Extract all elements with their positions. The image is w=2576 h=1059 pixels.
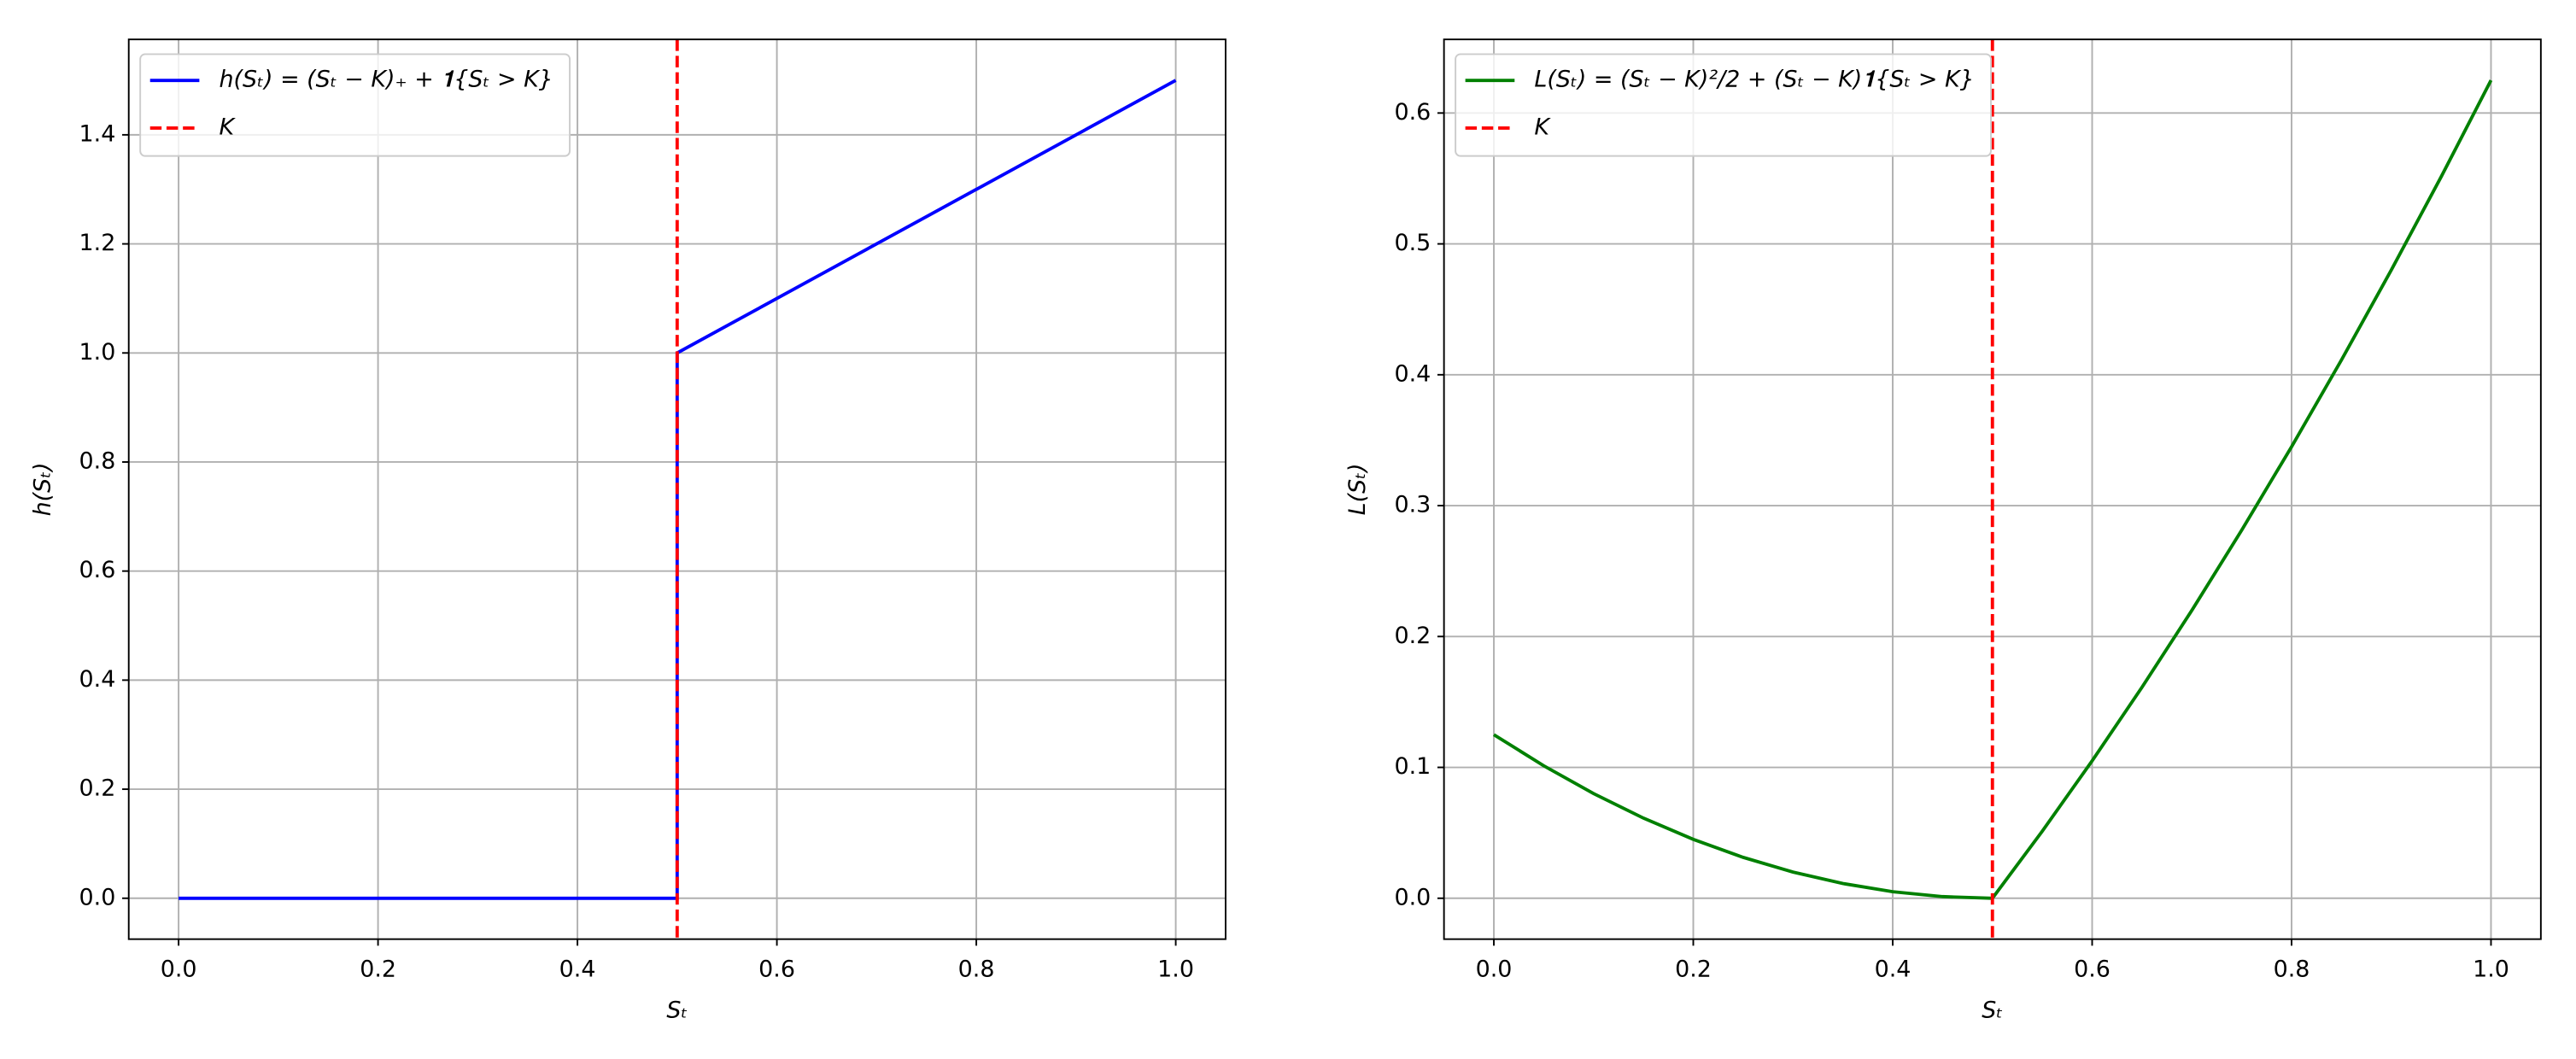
x-tick-label: 0.8 [2274, 957, 2310, 983]
x-tick-label: 0.4 [1875, 957, 1912, 983]
legend: L(Sₜ) = (Sₜ − K)²/2 + (Sₜ − K)𝟏{Sₜ > K} K [1455, 53, 1992, 157]
y-tick-label: 1.2 [79, 230, 116, 256]
chart: 0.0 0.2 0.4 0.6 0.8 1.0 0.0 0.2 0.4 0.6 0.8 1.0 1.2 1… [29, 38, 1227, 1024]
line [179, 79, 1177, 900]
y-tick-label: 0.5 [1394, 230, 1431, 256]
x-tick-label: 0.4 [559, 957, 596, 983]
y-tick-label: 0.6 [79, 557, 116, 583]
legend-label: h(Sₜ) = (Sₜ − K)₊ + 𝟏{Sₜ > K} [219, 67, 553, 93]
y-tick-label: 0.0 [79, 884, 116, 910]
x-tick-label: 1.0 [2473, 957, 2509, 983]
y-tick-label: 0.6 [1394, 99, 1431, 126]
y-tick-label: 0.2 [1394, 623, 1431, 649]
y-axis-label: h(Sₜ) [29, 462, 56, 516]
legend-label: K [219, 114, 236, 140]
x-tick-label: 0.6 [758, 957, 795, 983]
y-tick-label: 0.4 [1394, 360, 1431, 387]
y-tick-label: 0.8 [79, 448, 116, 474]
chart: 0.0 0.2 0.4 0.6 0.8 1.0 0.0 0.1 0.2 0.3 0.4 0.5 0.6 S… [1344, 38, 2542, 1024]
y-tick-label: 0.0 [1394, 884, 1431, 910]
y-tick-label: 0.1 [1394, 753, 1431, 780]
y-tick-label: 0.3 [1394, 492, 1431, 518]
plot-frame [127, 38, 1227, 940]
y-tick-label: 1.4 [79, 120, 116, 147]
legend-label: K [1534, 114, 1551, 140]
x-axis-label: Sₜ [1982, 998, 2003, 1024]
y-tick-label: 1.0 [79, 339, 116, 366]
y-tick-label: 0.4 [79, 666, 116, 693]
x-tick-label: 1.0 [1157, 957, 1194, 983]
x-tick-label: 0.6 [2074, 957, 2111, 983]
x-tick-label: 0.2 [1675, 957, 1712, 983]
x-tick-label: 0.0 [1476, 957, 1513, 983]
x-axis-label: Sₜ [666, 998, 688, 1024]
legend-label: L(Sₜ) = (Sₜ − K)²/2 + (Sₜ − K)𝟏{Sₜ > K} [1534, 67, 1974, 93]
plot-frame [1443, 38, 2542, 940]
x-tick-label: 0.0 [161, 957, 197, 983]
x-tick-label: 0.2 [360, 957, 396, 983]
legend-frame [139, 53, 571, 157]
y-axis-label: L(Sₜ) [1344, 463, 1371, 515]
legend-frame [1455, 53, 1992, 157]
y-tick-label: 0.2 [79, 775, 116, 802]
legend: h(Sₜ) = (Sₜ − K)₊ + 𝟏{Sₜ > K} K [139, 53, 571, 157]
x-tick-label: 0.8 [958, 957, 995, 983]
